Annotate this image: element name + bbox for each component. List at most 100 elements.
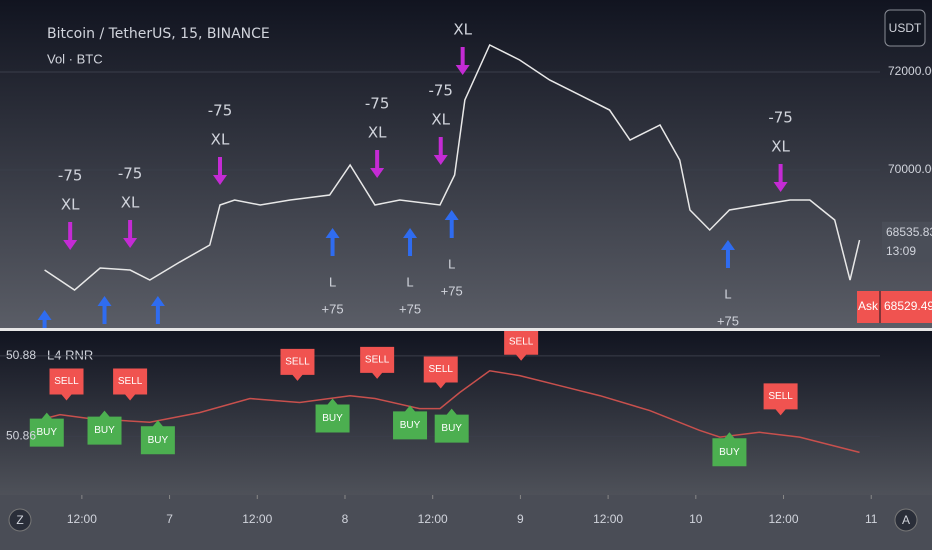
buy-label: BUY [148,435,169,446]
auto-button[interactable] [894,508,918,532]
entry-label: +75 [322,301,344,316]
exit-label: -75 [118,165,143,183]
scale-button-label[interactable]: Z [16,513,23,527]
buy-callout [712,432,747,467]
exit-label: XL [368,123,387,141]
exit-arrow [213,156,227,185]
sell-callout [49,368,84,401]
ask-tag [857,291,932,323]
x-tick-label: 12:00 [593,512,623,526]
exit-label: XL [61,196,80,214]
sell-callout [763,383,798,416]
x-tick-label: 12:00 [769,512,799,526]
entry-label: +75 [717,313,739,328]
indicator-pane [0,331,932,495]
buy-callout [315,398,350,433]
exit-label: XL [211,130,230,148]
last-price-label: 68535.83 [886,225,932,239]
buy-label: BUY [719,447,740,458]
exit-label: XL [121,194,140,212]
x-tick-label: 9 [517,512,524,526]
entry-label: L [329,274,336,289]
x-tick-label: 10 [689,512,703,526]
currency-button-label[interactable]: USDT [889,21,922,35]
scale-button[interactable] [8,508,32,532]
entry-label: L [448,256,455,271]
sell-label: SELL [54,376,79,387]
last-price-tag [882,221,932,262]
main-plot: -75 XL -75 XL -75 XL -75 XL -75 XL XL -75 XL L +75 L +75… [0,20,880,328]
exit-label: XL [771,138,790,156]
x-tick-label: 8 [342,512,349,526]
volume-label: Vol · BTC [47,51,103,66]
buy-callout [87,410,122,445]
buy-callout [140,420,175,455]
indicator-plot: SELL SELL SELL SELL SELL SELL SELL BUY BUY BUY BUY… [0,331,880,467]
exit-label: -75 [58,167,83,185]
entry-arrow [325,228,340,257]
buy-label: BUY [322,413,343,424]
sell-label: SELL [285,356,310,367]
sell-label: SELL [509,336,534,347]
ask-price-label: 68529.49 [884,299,932,313]
exit-arrow [63,222,78,251]
exit-arrow [773,164,788,193]
entry-label: L [724,286,731,301]
x-tick-label: 12:00 [242,512,272,526]
entry-arrow [403,228,418,257]
sell-label: SELL [428,364,453,375]
buy-callout [434,408,469,443]
countdown-label: 13:09 [886,244,916,258]
sell-callout [360,346,395,379]
entry-label: +75 [399,301,421,316]
symbol-title: Bitcoin / TetherUS, 15, BINANCE [47,26,270,42]
price-line [44,43,861,291]
entry-arrow [37,310,52,328]
x-tick-label: 7 [166,512,173,526]
exit-label: -75 [768,109,793,127]
entry-label: +75 [441,283,463,298]
sell-callout [423,356,458,389]
exit-label: -75 [208,101,233,119]
time-axis [0,495,932,550]
y-tick-label: 50.88 [6,348,36,362]
y-tick-label: 72000.00 [888,64,932,78]
price-line [44,370,860,454]
y-tick-label: 70000.00 [888,162,932,176]
entry-arrow [150,295,165,324]
buy-label: BUY [441,423,462,434]
x-tick-label: 11 [865,512,878,526]
sell-callout [504,331,539,361]
buy-label: BUY [94,425,115,436]
pane-label: L4 RNR [47,347,93,362]
exit-arrow [370,149,385,178]
ask-label: Ask [858,299,879,313]
sell-label: SELL [365,354,390,365]
exit-arrow [123,220,138,249]
exit-label: -75 [365,94,390,112]
pane-separator [0,328,932,331]
entry-arrow [97,295,112,324]
exit-arrow [455,46,470,75]
buy-callout [29,412,64,447]
x-tick-label: 12:00 [418,512,448,526]
entry-arrow [444,209,459,238]
buy-callout [393,405,428,440]
exit-label: XL [453,20,472,38]
main-pane [0,0,932,328]
exit-label: XL [431,111,450,129]
exit-arrow [433,137,448,166]
sell-callout [280,348,315,381]
sell-callout [113,368,148,401]
exit-label: -75 [428,82,453,100]
buy-label: BUY [36,427,57,438]
currency-button[interactable] [884,9,926,47]
sell-label: SELL [118,376,143,387]
entry-arrow [720,240,735,269]
sell-label: SELL [768,391,793,402]
y-tick-label: 50.86 [6,428,36,442]
x-tick-label: 12:00 [67,512,97,526]
auto-button-label[interactable]: A [902,513,910,527]
entry-label: L [406,274,413,289]
